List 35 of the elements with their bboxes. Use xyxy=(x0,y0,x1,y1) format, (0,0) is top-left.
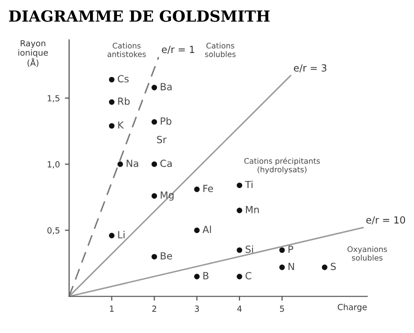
x-tick-label: 3 xyxy=(194,306,199,312)
data-label: Cs xyxy=(118,75,129,82)
data-label: Be xyxy=(160,252,172,260)
data-label: Ca xyxy=(160,160,172,168)
y-tick-label: 1,5 xyxy=(48,95,60,102)
data-label: Pb xyxy=(160,117,172,125)
x-tick-label: 2 xyxy=(152,306,156,312)
data-label: Ba xyxy=(160,83,172,90)
y-axis-title: Rayon ionique (Å) xyxy=(18,40,48,67)
data-label: Si xyxy=(246,245,253,253)
data-label: Li xyxy=(118,230,124,238)
x-tick-label: 4 xyxy=(237,306,242,312)
annotation: Sr xyxy=(157,136,167,144)
data-label: P xyxy=(288,246,294,253)
y-tick-label: 1,0 xyxy=(48,161,60,168)
data-label: Fe xyxy=(203,184,213,192)
data-label: N xyxy=(288,262,294,270)
data-label: Mn xyxy=(246,206,259,214)
data-label: Al xyxy=(202,226,211,233)
data-label: Mg xyxy=(160,192,174,201)
data-label: Ti xyxy=(244,180,252,188)
data-label: Na xyxy=(126,160,138,168)
x-tick-label: 1 xyxy=(110,306,114,312)
data-label: S xyxy=(330,262,336,270)
series-label: e/r = 1 xyxy=(162,46,194,54)
data-label: C xyxy=(246,272,252,280)
x-axis-title: Charge xyxy=(338,304,367,312)
chart-title: DIAGRAMME DE GOLDSMITH xyxy=(8,10,270,22)
y-tick-label: 0,5 xyxy=(47,227,60,234)
series-label: e/r = 3 xyxy=(294,64,326,72)
x-tick-label: 5 xyxy=(280,306,284,312)
data-label: Rb xyxy=(118,97,130,105)
series-label: e/r = 10 xyxy=(366,216,406,224)
data-label: K xyxy=(118,121,124,129)
data-label: B xyxy=(203,272,208,280)
